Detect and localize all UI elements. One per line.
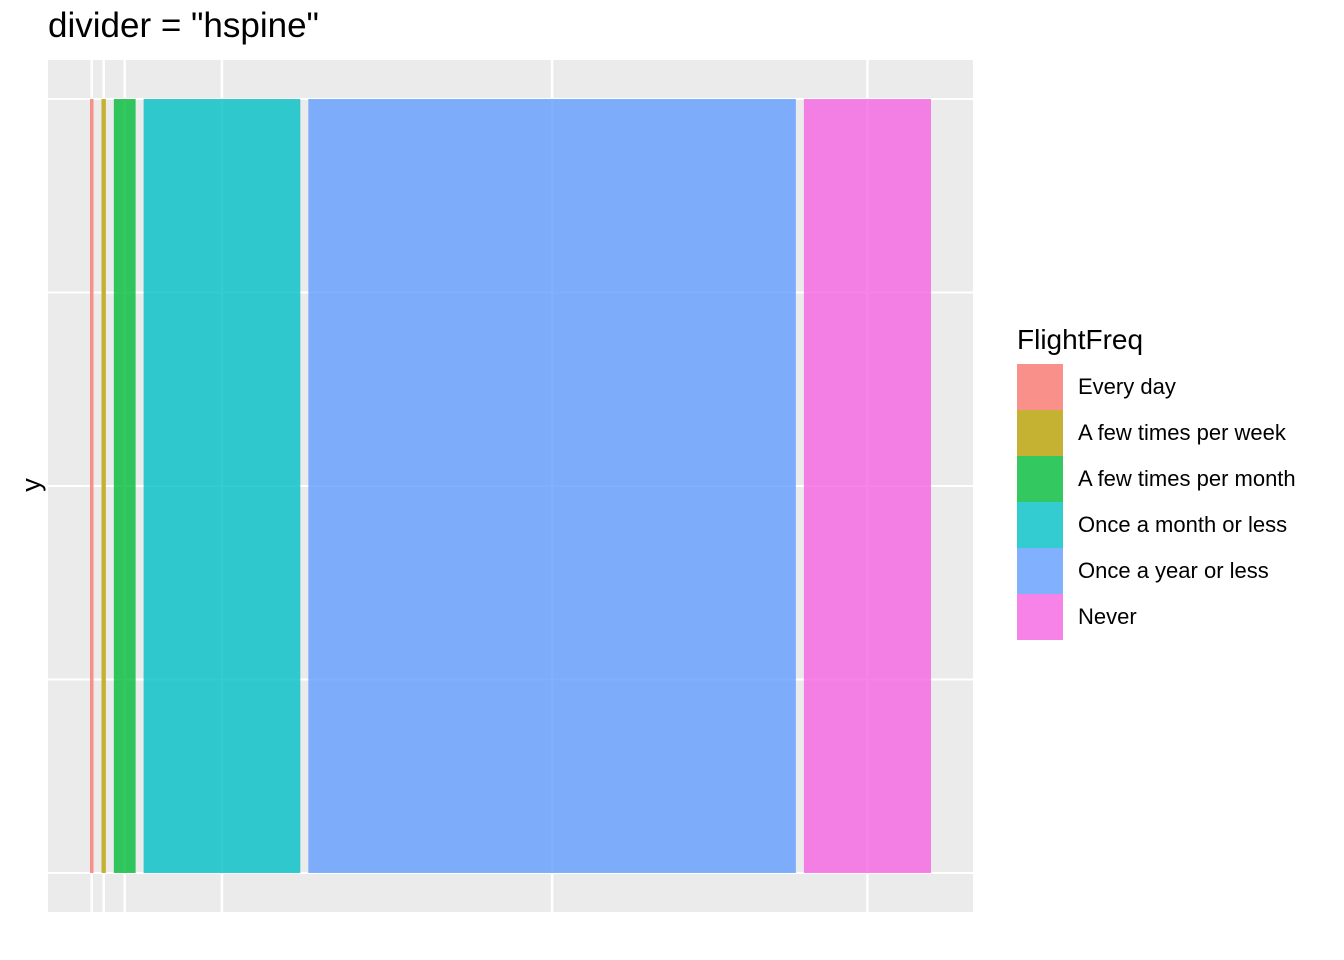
spine-bar [803,99,931,873]
spine-bars [90,99,931,873]
legend-items: Every day A few times per week A few times… [1017,364,1296,640]
legend-label: Once a year or less [1078,558,1269,583]
legend-key-swatch [1017,456,1063,502]
legend-title: FlightFreq [1017,324,1144,355]
legend: FlightFreq Every day A few times per week… [1017,324,1296,640]
spine-bar [101,99,106,873]
legend-label: Once a month or less [1078,512,1288,537]
legend-item: Once a month or less [1017,502,1296,548]
legend-label: Never [1078,604,1137,629]
legend-key-swatch [1017,364,1063,410]
legend-key-swatch [1017,502,1063,548]
legend-label: A few times per month [1078,466,1296,491]
legend-item: Once a year or less [1017,548,1296,594]
spine-bar [143,99,301,873]
legend-label: A few times per week [1078,420,1286,445]
legend-key-swatch [1017,594,1063,640]
legend-key-swatch [1017,548,1063,594]
spine-bar [308,99,796,873]
legend-item: Every day [1017,364,1296,410]
chart-title: divider = "hspine" [48,6,319,45]
spine-bar [90,99,94,873]
legend-item: Never [1017,594,1296,640]
legend-key-swatch [1017,410,1063,456]
legend-label: Every day [1078,374,1176,399]
legend-item: A few times per month [1017,456,1296,502]
legend-item: A few times per week [1017,410,1296,456]
spine-bar [113,99,136,873]
